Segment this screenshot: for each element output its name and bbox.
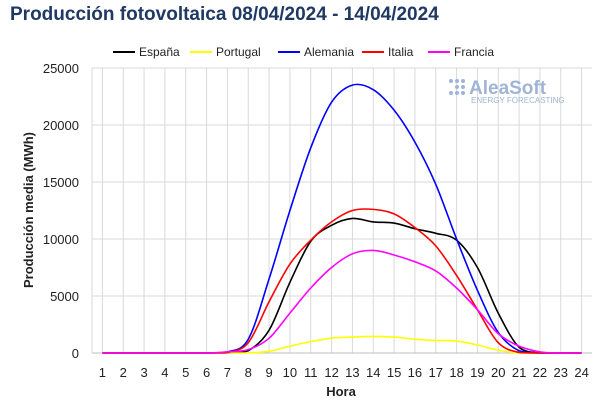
x-tick-label: 16 <box>408 365 422 380</box>
legend-item-alemania: Alemania <box>278 45 354 59</box>
grid-lines <box>92 67 592 354</box>
x-tick-label: 3 <box>140 365 147 380</box>
y-tick-labels: 0 5000 10000 15000 20000 25000 <box>43 61 79 361</box>
axes <box>91 68 592 354</box>
aleasoft-logo: AleaSoft ENERGY FORECASTING <box>449 78 565 105</box>
legend-item-francia: Francia <box>428 45 494 59</box>
x-tick-label: 23 <box>554 365 568 380</box>
x-tick-label: 1 <box>99 365 106 380</box>
legend-label: Alemania <box>304 45 354 59</box>
y-axis-label: Producción media (MWh) <box>21 132 36 288</box>
legend-label: Portugal <box>216 45 261 59</box>
y-tick-label: 5000 <box>50 289 79 304</box>
series-line-italia <box>102 208 582 354</box>
series-line-francia <box>102 249 582 354</box>
x-tick-label: 22 <box>533 365 547 380</box>
logo-text: AleaSoft <box>469 78 547 99</box>
x-axis-label: Hora <box>326 384 356 399</box>
chart-title: Producción fotovoltaica 08/04/2024 - 14/… <box>10 4 439 25</box>
x-tick-label: 15 <box>387 365 401 380</box>
x-tick-label: 7 <box>224 365 231 380</box>
y-tick-label: 10000 <box>43 232 79 247</box>
x-tick-label: 4 <box>161 365 168 380</box>
y-tick-label: 20000 <box>43 118 79 133</box>
x-tick-label: 13 <box>345 365 359 380</box>
logo-subtext: ENERGY FORECASTING <box>471 96 565 105</box>
x-tick-labels: 1 2 3 4 5 6 7 8 9 10 11 12 13 14 15 16 17 18 19 20 21 22 23 24 <box>99 365 589 380</box>
x-tick-label: 5 <box>182 365 189 380</box>
legend-item-espana: España <box>113 45 180 59</box>
legend: España Portugal Alemania Italia Francia <box>113 45 494 59</box>
x-tick-label: 20 <box>491 365 505 380</box>
x-tick-label: 19 <box>470 365 484 380</box>
x-tick-label: 24 <box>574 365 588 380</box>
y-tick-label: 25000 <box>43 61 79 76</box>
x-tick-label: 12 <box>324 365 338 380</box>
x-tick-label: 21 <box>512 365 526 380</box>
x-tick-label: 14 <box>366 365 380 380</box>
x-tick-label: 17 <box>429 365 443 380</box>
legend-item-portugal: Portugal <box>190 45 261 59</box>
x-tick-label: 18 <box>449 365 463 380</box>
x-tick-label: 11 <box>304 365 318 380</box>
x-tick-label: 2 <box>120 365 127 380</box>
y-tick-label: 15000 <box>43 175 79 190</box>
x-tick-label: 8 <box>245 365 252 380</box>
legend-item-italia: Italia <box>362 45 414 59</box>
legend-label: España <box>139 45 180 59</box>
x-tick-label: 6 <box>203 365 210 380</box>
y-tick-label: 0 <box>72 346 79 361</box>
logo-dots-icon <box>449 79 465 95</box>
legend-label: Francia <box>454 45 494 59</box>
x-tick-label: 9 <box>265 365 272 380</box>
x-tick-label: 10 <box>283 365 297 380</box>
legend-label: Italia <box>388 45 414 59</box>
series-lines <box>102 83 582 354</box>
